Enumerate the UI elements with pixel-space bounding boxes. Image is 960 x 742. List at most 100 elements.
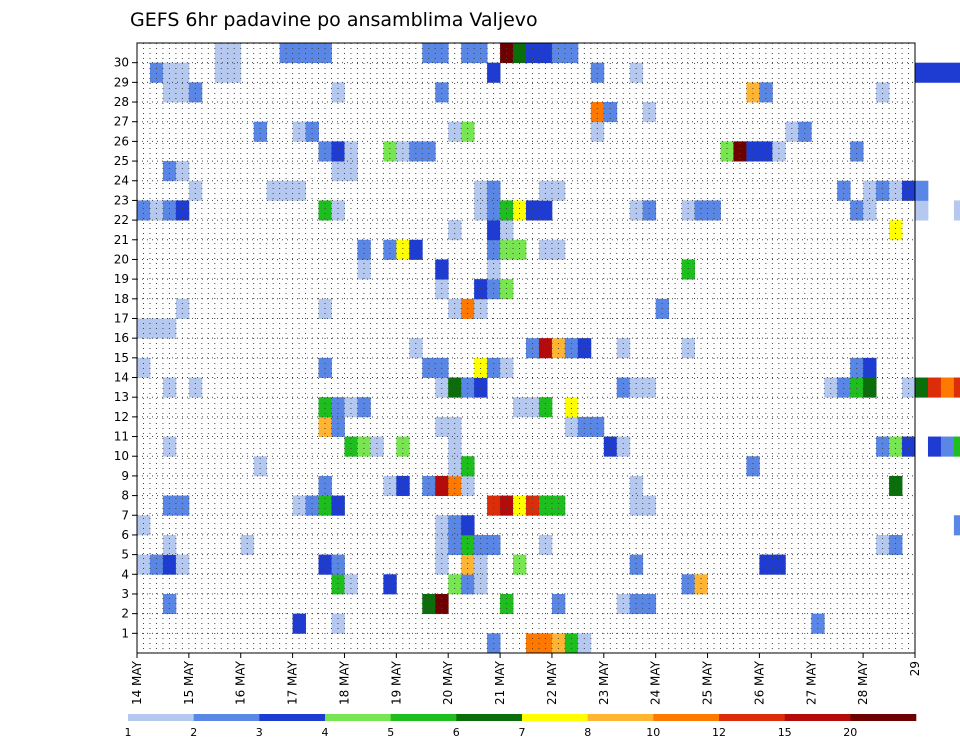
legend-label: 5	[387, 726, 394, 739]
heatmap-cell	[253, 456, 268, 477]
legend-label: 7	[519, 726, 526, 739]
heatmap-cell	[162, 554, 177, 575]
heatmap-cell	[448, 416, 462, 437]
heatmap-cell	[175, 62, 190, 83]
heatmap-cell	[149, 62, 164, 83]
heatmap-cell	[500, 593, 514, 615]
heatmap-cell	[344, 161, 358, 182]
heatmap-cell	[953, 62, 960, 83]
heatmap-cell	[953, 515, 960, 536]
heatmap-cell	[538, 180, 553, 201]
heatmap-cell	[474, 554, 488, 575]
heatmap-cell	[487, 220, 501, 241]
x-tick-label: 28 MAY	[856, 660, 870, 705]
y-tick-label: 13	[114, 390, 129, 404]
heatmap-cell	[927, 62, 942, 83]
heatmap-cell	[629, 495, 644, 516]
heatmap-cell	[409, 141, 423, 162]
heatmap-cell	[370, 436, 384, 457]
heatmap-cell	[357, 397, 371, 418]
heatmap-cell	[616, 593, 631, 615]
y-tick-label: 5	[121, 548, 129, 562]
legend-swatch	[259, 714, 326, 721]
heatmap-cell	[474, 200, 488, 221]
y-tick-label: 26	[114, 134, 129, 148]
heatmap-cell	[396, 436, 410, 457]
heatmap-cell	[396, 141, 410, 162]
heatmap-cell	[863, 180, 877, 201]
heatmap-cell	[837, 180, 851, 201]
heatmap-cell	[383, 475, 397, 496]
heatmap-cell	[175, 82, 190, 103]
legend-swatch	[587, 714, 654, 721]
heatmap-cell	[344, 397, 358, 418]
heatmap-cell	[448, 456, 462, 477]
heatmap-cell	[383, 239, 397, 260]
heatmap-cell	[694, 200, 708, 221]
heatmap-cell	[214, 62, 229, 83]
heatmap-cell	[850, 141, 864, 162]
heatmap-cell	[487, 495, 501, 516]
heatmap-cell	[863, 357, 877, 378]
heatmap-cell	[188, 377, 203, 398]
heatmap-cell	[915, 200, 929, 221]
color-legend: 1 2 3 4 5 6 7 8 10 12 15 20	[125, 714, 917, 739]
legend-swatch	[390, 714, 457, 721]
legend-label: 4	[322, 726, 329, 739]
heatmap-cell	[487, 180, 501, 201]
heatmap-cell	[383, 141, 397, 162]
heatmap-cell	[318, 475, 332, 496]
y-tick-label: 3	[121, 587, 129, 601]
heatmap-cell	[629, 377, 644, 398]
heatmap-cell	[137, 200, 151, 221]
heatmap-cell	[474, 357, 488, 378]
heatmap-cell	[953, 200, 960, 221]
heatmap-cell	[461, 377, 475, 398]
heatmap-cell	[681, 200, 695, 221]
y-tick-label: 25	[114, 154, 129, 168]
heatmap-cell	[162, 534, 177, 556]
heatmap-cell	[487, 62, 501, 83]
x-tick-label: 23 MAY	[597, 660, 611, 705]
heatmap-cell	[292, 180, 306, 201]
heatmap-cell	[629, 554, 644, 575]
heatmap-cell	[162, 82, 177, 103]
heatmap-cell	[461, 574, 475, 595]
heatmap-cell	[538, 397, 553, 418]
heatmap-cell	[642, 593, 657, 615]
heatmap-cell	[422, 593, 436, 615]
heatmap-cell	[396, 239, 410, 260]
legend-swatch	[784, 714, 851, 721]
heatmap-cell	[902, 180, 916, 201]
heatmap-cell	[409, 239, 423, 260]
dotted-grid	[137, 43, 915, 653]
heatmap-cell	[500, 357, 514, 378]
heatmap-cell	[551, 495, 566, 516]
heatmap-cell	[876, 82, 890, 103]
y-tick-label: 12	[114, 410, 129, 424]
heatmap-cell	[344, 141, 358, 162]
heatmap-cell	[940, 377, 955, 398]
heatmap-cell	[305, 121, 319, 142]
heatmap-cell	[461, 121, 475, 142]
heatmap-cell	[422, 141, 436, 162]
heatmap-cell	[448, 534, 462, 556]
heatmap-cell	[616, 436, 631, 457]
heatmap-cell	[889, 180, 903, 201]
heatmap-cells	[137, 43, 960, 654]
heatmap-cell	[487, 534, 501, 556]
heatmap-cell	[162, 200, 177, 221]
heatmap-cell	[526, 397, 540, 418]
heatmap-cell	[798, 121, 812, 142]
heatmap-cell	[318, 200, 332, 221]
x-tick-label: 14 MAY	[130, 660, 144, 705]
heatmap-cell	[149, 554, 164, 575]
y-tick-label: 6	[121, 528, 129, 542]
heatmap-cell	[746, 82, 760, 103]
heatmap-cell	[318, 357, 332, 378]
heatmap-cell	[448, 475, 462, 496]
heatmap-cell	[331, 495, 345, 516]
heatmap-cell	[292, 121, 306, 142]
heatmap-cell	[474, 180, 488, 201]
heatmap-cell	[526, 200, 540, 221]
